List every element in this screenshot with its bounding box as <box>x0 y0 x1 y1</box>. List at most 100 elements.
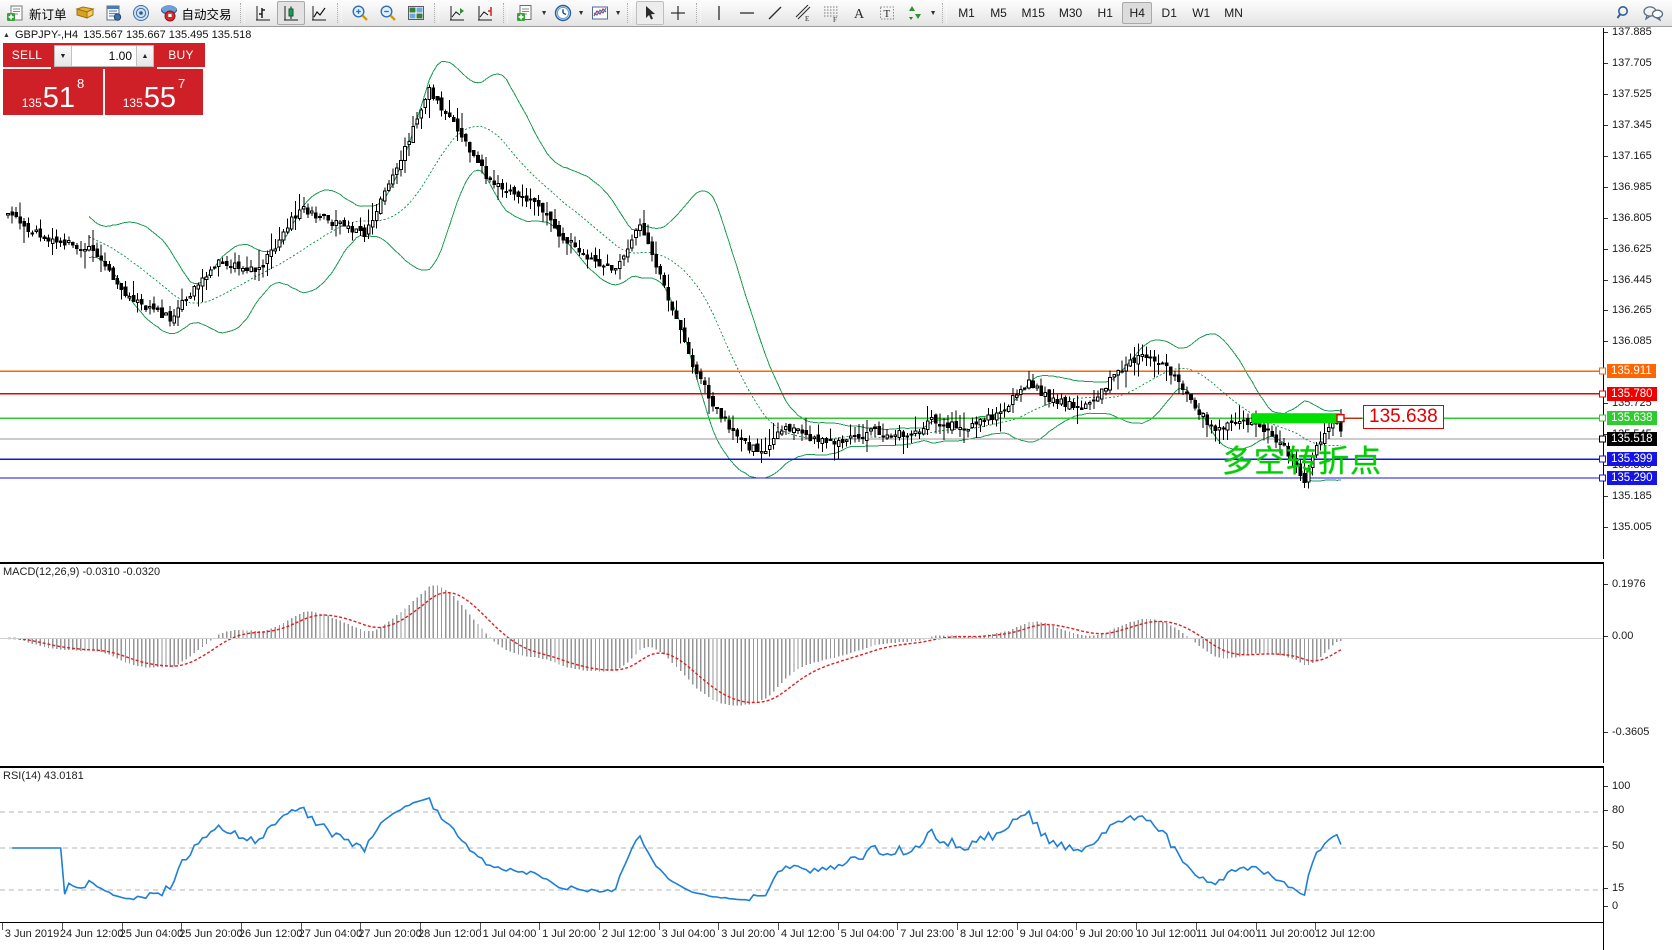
timeframe-h1[interactable]: H1 <box>1097 6 1113 20</box>
level-current-price[interactable]: 135.518 <box>1607 431 1657 446</box>
buy-price-prefix: 135 <box>122 96 143 110</box>
timeframe-w1[interactable]: W1 <box>1192 6 1211 20</box>
arrows-tool-button[interactable] <box>901 1 929 25</box>
timeframe-d1[interactable]: D1 <box>1161 6 1177 20</box>
data-window-button[interactable] <box>99 1 127 25</box>
time-label: 26 Jun 12:00 <box>238 928 303 940</box>
volume-decrement-button[interactable]: ▼ <box>55 46 72 66</box>
volume-increment-button[interactable]: ▲ <box>136 46 153 66</box>
time-label: 1 Jul 20:00 <box>542 928 597 940</box>
svg-text:T: T <box>883 8 890 20</box>
channel-tool-button[interactable]: E <box>789 1 817 25</box>
time-separator <box>300 923 302 930</box>
price-scale[interactable]: 137.885 137.705 137.525 137.345 137.165 136.9… <box>1599 26 1672 559</box>
crosshair-tool-button[interactable] <box>664 1 692 25</box>
level-pivot-green[interactable]: 135.638 <box>1607 411 1657 426</box>
bar-chart-button[interactable] <box>249 1 277 25</box>
time-axis[interactable]: 3 Jun 2019 24 Jun 12:00 25 Jun 04:00 25 Jun… <box>0 922 1603 950</box>
trendline-tool-button[interactable] <box>761 1 789 25</box>
level-resistance-orange[interactable]: 135.911 <box>1607 364 1656 379</box>
expert-folder-button[interactable] <box>71 1 99 25</box>
trendline-icon <box>765 3 785 23</box>
text-tool-button[interactable]: A <box>845 1 873 25</box>
buy-price-display[interactable]: 135 55 7 <box>103 69 203 115</box>
rsi-indicator-pane[interactable]: RSI(14) 43.0181 <box>0 766 1603 921</box>
new-order-label: 新订单 <box>29 7 67 22</box>
time-label: 11 Jul 04:00 <box>1196 928 1256 940</box>
autotrading-button[interactable]: 自动交易 <box>155 1 236 25</box>
price-tick: 136.805 <box>1604 212 1652 224</box>
new-order-button[interactable]: 新订单 <box>2 1 71 25</box>
search-button[interactable] <box>1610 1 1638 25</box>
toolbar-separator-4 <box>502 3 508 23</box>
chat-button[interactable] <box>1638 1 1666 25</box>
rsi-scale[interactable]: 100 80 50 15 0 <box>1603 766 1672 921</box>
periodicity-button[interactable] <box>549 1 577 25</box>
level-support-blue-2[interactable]: 135.290 <box>1607 471 1657 486</box>
horizontal-line-tool-button[interactable] <box>733 1 761 25</box>
sell-button[interactable]: SELL <box>3 43 51 69</box>
zoom-out-button[interactable] <box>374 1 402 25</box>
chart-shift-icon <box>447 3 467 23</box>
sell-price-display[interactable]: 135 51 8 <box>3 69 103 115</box>
timeframe-m5[interactable]: M5 <box>990 6 1007 20</box>
templates-button[interactable] <box>512 1 540 25</box>
level-current-price-handle[interactable] <box>1599 435 1606 443</box>
time-label: 11 Jul 20:00 <box>1255 928 1315 940</box>
time-separator <box>599 923 600 930</box>
cursor-tool-button[interactable] <box>635 1 664 25</box>
timeframe-m15[interactable]: M15 <box>1021 6 1045 20</box>
line-chart-button[interactable] <box>305 1 333 25</box>
time-separator <box>1195 923 1197 930</box>
autoscroll-button[interactable] <box>471 1 499 25</box>
tile-windows-button[interactable] <box>402 1 430 25</box>
symbol-expand-icon[interactable]: ▲ <box>3 31 10 39</box>
level-resistance-orange-handle[interactable] <box>1599 367 1606 375</box>
chat-icon <box>1642 3 1664 23</box>
buy-button[interactable]: BUY <box>157 43 205 69</box>
vertical-line-tool-button[interactable] <box>705 1 733 25</box>
volume-value[interactable]: 1.00 <box>72 46 136 66</box>
fibonacci-tool-button[interactable]: F <box>817 1 845 25</box>
indicators-button[interactable] <box>586 1 614 25</box>
rsi-canvas <box>0 797 1603 902</box>
level-support-blue-1[interactable]: 135.399 <box>1607 452 1657 467</box>
time-label: 27 Jun 04:00 <box>298 928 363 940</box>
level-resistance-red-handle[interactable] <box>1599 390 1606 398</box>
zoom-in-button[interactable] <box>346 1 374 25</box>
green-marker-rect[interactable] <box>1252 413 1340 424</box>
price-tick: 136.985 <box>1604 181 1652 193</box>
timeframe-mn[interactable]: MN <box>1224 6 1243 20</box>
chart-shift-button[interactable] <box>443 1 471 25</box>
arrows-dropdown-caret[interactable]: ▼ <box>929 9 937 17</box>
crosshair-icon <box>668 3 688 23</box>
horizontal-line-icon <box>737 3 757 23</box>
periodicity-dropdown-caret[interactable]: ▼ <box>577 9 585 17</box>
time-label: 7 Jul 23:00 <box>900 928 955 940</box>
search-icon <box>1614 3 1634 23</box>
candlestick-chart-button[interactable] <box>276 1 305 25</box>
volume-stepper[interactable]: ▼ 1.00 ▲ <box>54 45 154 67</box>
navigator-button[interactable] <box>127 1 155 25</box>
time-separator <box>897 923 899 930</box>
indicators-dropdown-caret[interactable]: ▼ <box>614 9 622 17</box>
macd-scale[interactable]: 0.1976 0.00 -0.3605 <box>1603 562 1672 763</box>
text-label-icon: T <box>877 3 897 23</box>
level-support-blue-1-handle[interactable] <box>1599 455 1606 463</box>
time-label: 24 Jun 12:00 <box>59 928 124 940</box>
templates-dropdown-caret[interactable]: ▼ <box>540 9 548 17</box>
one-click-trading-panel: SELL ▼ 1.00 ▲ BUY 135 51 8 135 55 7 <box>3 43 205 115</box>
macd-canvas <box>0 585 1603 706</box>
text-label-tool-button[interactable]: T <box>873 1 901 25</box>
macd-indicator-pane[interactable]: MACD(12,26,9) -0.0310 -0.0320 <box>0 562 1603 763</box>
level-resistance-red[interactable]: 135.780 <box>1607 386 1657 401</box>
timeframe-m1[interactable]: M1 <box>958 6 975 20</box>
timeframe-h4[interactable]: H4 <box>1122 2 1153 24</box>
price-chart-pane[interactable]: 多空转折点 135.638 <box>0 28 1603 559</box>
time-separator <box>1255 923 1257 930</box>
timeframe-m30[interactable]: M30 <box>1058 6 1083 20</box>
toolbar-separator-6 <box>695 3 701 23</box>
svg-text:A: A <box>854 7 865 22</box>
level-support-blue-2-handle[interactable] <box>1599 474 1606 482</box>
level-pivot-green-handle[interactable] <box>1599 414 1606 422</box>
